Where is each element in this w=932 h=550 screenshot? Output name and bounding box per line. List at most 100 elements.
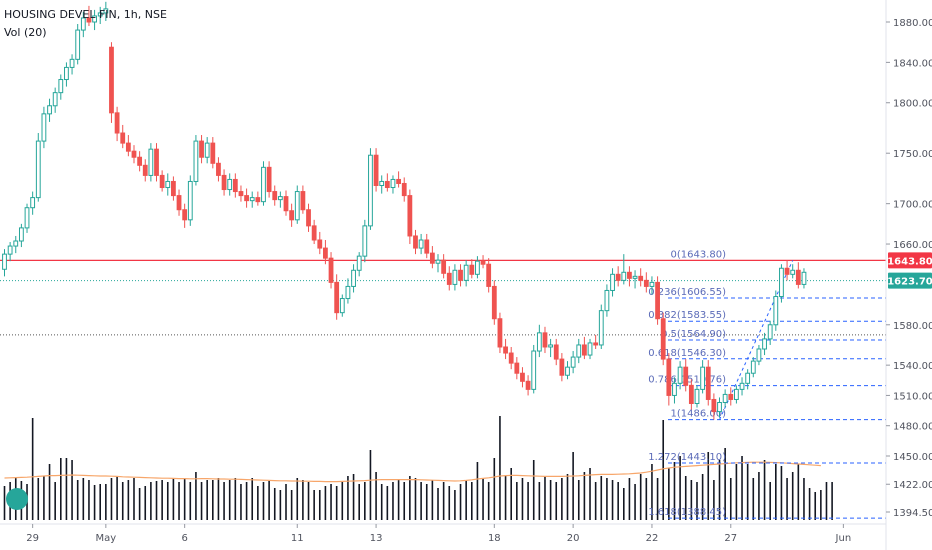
candle-up (193, 140, 199, 182)
candle-down (784, 267, 790, 275)
candle-up (756, 348, 762, 362)
candle-up (762, 338, 767, 350)
candle-up (621, 271, 627, 281)
candle-up (24, 207, 30, 229)
time-tick-label: 20 (567, 533, 580, 544)
candle-up (30, 197, 36, 209)
candle-up (339, 298, 345, 314)
candle-down (446, 272, 452, 285)
candle-up (362, 225, 368, 257)
candle-down (615, 273, 621, 281)
fib-level-label: 1(1486.00) (670, 409, 726, 420)
candle-up (261, 166, 266, 203)
candle-up (18, 227, 24, 242)
volume-indicator-label[interactable]: Vol (20) (4, 26, 47, 39)
candle-down (655, 281, 660, 320)
candle-down (109, 46, 114, 114)
candle-up (536, 332, 542, 352)
candle-up (187, 180, 193, 221)
candle-down (283, 196, 289, 212)
candle-down (480, 260, 486, 265)
fib-level-label: 0.618(1546.30) (648, 348, 726, 359)
candle-down (508, 352, 514, 364)
candle-down (373, 154, 379, 187)
candle-down (159, 174, 165, 189)
candle-down (581, 344, 587, 356)
candle-up (750, 360, 756, 374)
candle-up (435, 259, 441, 264)
price-tick-label: 1540.00 (893, 361, 932, 372)
price-tick-label: 1480.00 (893, 422, 932, 433)
candle-down (401, 182, 407, 197)
candle-up (47, 105, 52, 115)
candle-up (249, 197, 255, 202)
candle-up (722, 393, 728, 403)
price-tick-label: 1422.00 (893, 480, 932, 491)
candle-up (97, 12, 103, 17)
time-tick-label: 6 (181, 533, 187, 544)
candle-up (734, 388, 739, 400)
candle-up (379, 180, 385, 187)
price-tick-label: 1800.00 (893, 99, 932, 110)
candle-down (728, 393, 734, 400)
candle-up (801, 271, 807, 285)
candle-down (114, 112, 120, 134)
volume-ma-line (4, 461, 821, 483)
resistance-price-tag-bg[interactable] (888, 252, 932, 269)
candle-down (711, 398, 717, 413)
candle-down (413, 235, 418, 249)
candle-up (694, 388, 700, 405)
candle-up (64, 66, 69, 81)
candle-down (244, 195, 249, 202)
symbol-title[interactable]: HOUSING DEVEL FIN, 1h, NSE (4, 8, 167, 21)
price-tick-label: 1750.00 (893, 149, 932, 160)
time-tick-label: 13 (370, 533, 383, 544)
candle-down (142, 164, 148, 176)
candle-up (790, 269, 796, 275)
candle-down (553, 344, 559, 360)
candle-down (171, 180, 176, 197)
candle-down (131, 150, 137, 158)
candle-up (632, 275, 638, 279)
candle-up (531, 350, 537, 390)
candle-up (2, 253, 7, 270)
candle-down (593, 342, 599, 346)
last-price-tag-bg[interactable] (888, 272, 932, 289)
candle-up (677, 366, 683, 384)
candle-down (272, 191, 278, 201)
candle-up (52, 92, 58, 107)
candle-up (148, 148, 154, 176)
candle-up (294, 191, 300, 221)
candle-down (627, 271, 632, 279)
candle-down (643, 279, 649, 287)
candle-up (739, 382, 745, 390)
resistance-price-tag[interactable]: 1643.80 (887, 256, 932, 267)
candle-up (672, 382, 677, 396)
candle-up (345, 285, 351, 300)
candle-down (503, 346, 508, 354)
price-tick-label: 1840.00 (893, 58, 932, 69)
time-tick-label: 11 (291, 533, 304, 544)
candle-up (717, 401, 722, 413)
candle-up (41, 113, 47, 142)
candle-up (452, 269, 458, 285)
candle-up (80, 17, 86, 31)
tradingview-logo-icon[interactable] (6, 488, 28, 510)
time-tick-label: 29 (26, 533, 39, 544)
candle-up (58, 79, 64, 94)
last-price-tag[interactable]: 1623.70 (887, 277, 932, 288)
price-tick-label: 1700.00 (893, 200, 932, 211)
candle-up (767, 324, 773, 340)
candle-down (429, 252, 435, 264)
candle-up (7, 245, 13, 255)
candle-down (86, 17, 92, 23)
fib-level-label: 1.272(1443.10) (648, 452, 726, 463)
candle-down (266, 166, 272, 193)
candle-down (328, 257, 334, 283)
candle-down (491, 285, 497, 320)
candle-down (306, 209, 311, 227)
candle-down (311, 225, 317, 241)
price-tick-label: 1510.00 (893, 391, 932, 402)
